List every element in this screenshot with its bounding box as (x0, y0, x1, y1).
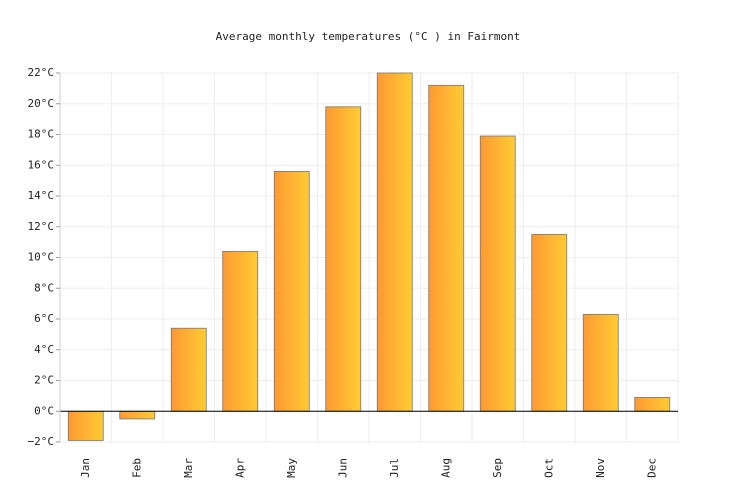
x-tick-label: Nov (594, 458, 607, 478)
chart-title: Average monthly temperatures (°C ) in Fa… (216, 30, 521, 43)
y-tick-label: 18°C (28, 128, 55, 141)
y-tick-label: 8°C (34, 281, 54, 294)
y-tick-label: 14°C (28, 189, 55, 202)
bar (325, 106, 362, 412)
x-tick-label: Mar (182, 458, 195, 478)
y-tick-label: 22°C (28, 66, 55, 79)
bar (222, 250, 259, 412)
y-tick-label: 2°C (34, 374, 54, 387)
x-tick-label: Jun (336, 458, 349, 478)
x-tick-label: Jul (388, 458, 401, 478)
x-tick-label: Jan (79, 458, 92, 478)
x-tick-label: Aug (439, 458, 452, 478)
bar (428, 84, 465, 412)
y-tick-label: −2°C (28, 435, 55, 448)
bar (170, 327, 207, 412)
x-tick-label: Oct (542, 458, 555, 478)
bar (634, 397, 671, 412)
y-tick-label: 0°C (34, 404, 54, 417)
y-tick-label: 4°C (34, 343, 54, 356)
bar (119, 410, 156, 420)
bar (582, 313, 619, 412)
y-tick-label: 16°C (28, 158, 55, 171)
x-tick-label: Sep (491, 458, 504, 478)
bar (273, 170, 310, 412)
x-tick-label: Feb (130, 458, 143, 478)
y-tick-label: 10°C (28, 251, 55, 264)
bar (479, 135, 516, 412)
y-tick-label: 6°C (34, 312, 54, 325)
bar (531, 234, 568, 412)
x-tick-label: May (285, 458, 298, 478)
y-tick-label: 12°C (28, 220, 55, 233)
bar (67, 410, 104, 441)
x-tick-label: Apr (233, 458, 246, 478)
y-tick-label: 20°C (28, 97, 55, 110)
x-tick-label: Dec (645, 458, 658, 478)
bar (376, 72, 413, 412)
